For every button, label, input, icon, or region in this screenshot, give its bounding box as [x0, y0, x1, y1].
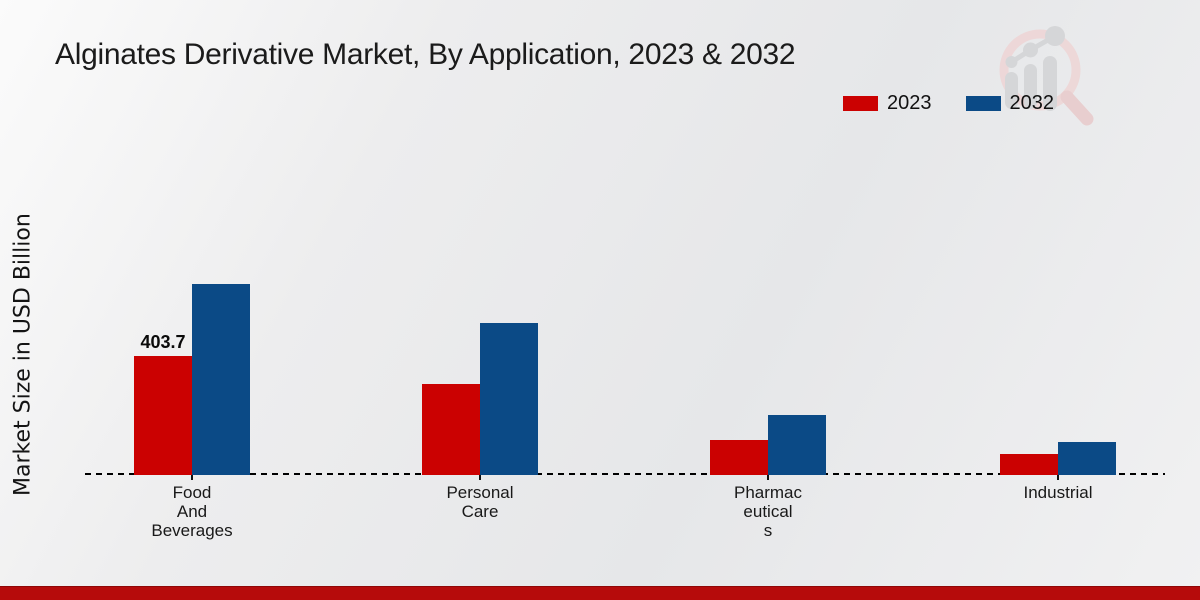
category-label-1: Personal Care [446, 483, 514, 521]
logo-bar-3 [1043, 56, 1057, 111]
x-axis-tick-3 [1057, 475, 1059, 480]
legend-item-2032: 2032 [965, 92, 1055, 115]
x-axis-tick-2 [767, 475, 769, 480]
logo-bar-2 [1024, 64, 1037, 109]
legend-swatch-2032 [965, 96, 1001, 111]
growth-magnifier-watermark-logo [999, 26, 1094, 126]
bar-2032-category-0 [192, 284, 250, 475]
bar-2032-category-2 [768, 414, 826, 475]
chart-title: Alginates Derivative Market, By Applicat… [55, 38, 796, 71]
magnifier-handle [1060, 90, 1094, 126]
logo-dot-2 [1023, 42, 1038, 58]
category-label-2: Pharmac eutical s [733, 483, 803, 540]
x-axis-tick-1 [479, 475, 481, 480]
footer-red-strip [0, 586, 1200, 600]
x-axis-dashed-line [85, 473, 1165, 475]
category-label-0: Food And Beverages [151, 483, 233, 540]
legend: 2023 2032 [843, 92, 1054, 115]
logo-dot-1 [1005, 56, 1018, 68]
bar-value-label: 403.7 [140, 332, 186, 352]
legend-item-2023: 2023 [843, 92, 932, 115]
bar-2032-category-1 [480, 322, 538, 475]
logo-bar-1 [1005, 72, 1018, 109]
magnifier-ring [999, 29, 1081, 111]
bar-2032-category-3 [1058, 442, 1116, 475]
x-axis-tick-0 [191, 475, 193, 480]
logo-dot-3 [1045, 26, 1065, 46]
legend-label-2032: 2032 [1009, 92, 1055, 114]
legend-label-2023: 2023 [887, 92, 932, 114]
bar-2023-category-1 [422, 383, 480, 475]
category-label-3: Industrial [1023, 483, 1093, 502]
bar-2023-category-0 [134, 356, 192, 475]
bar-2023-category-3 [1000, 454, 1058, 475]
bar-2023-category-2 [710, 439, 768, 475]
legend-swatch-2023 [843, 96, 878, 111]
